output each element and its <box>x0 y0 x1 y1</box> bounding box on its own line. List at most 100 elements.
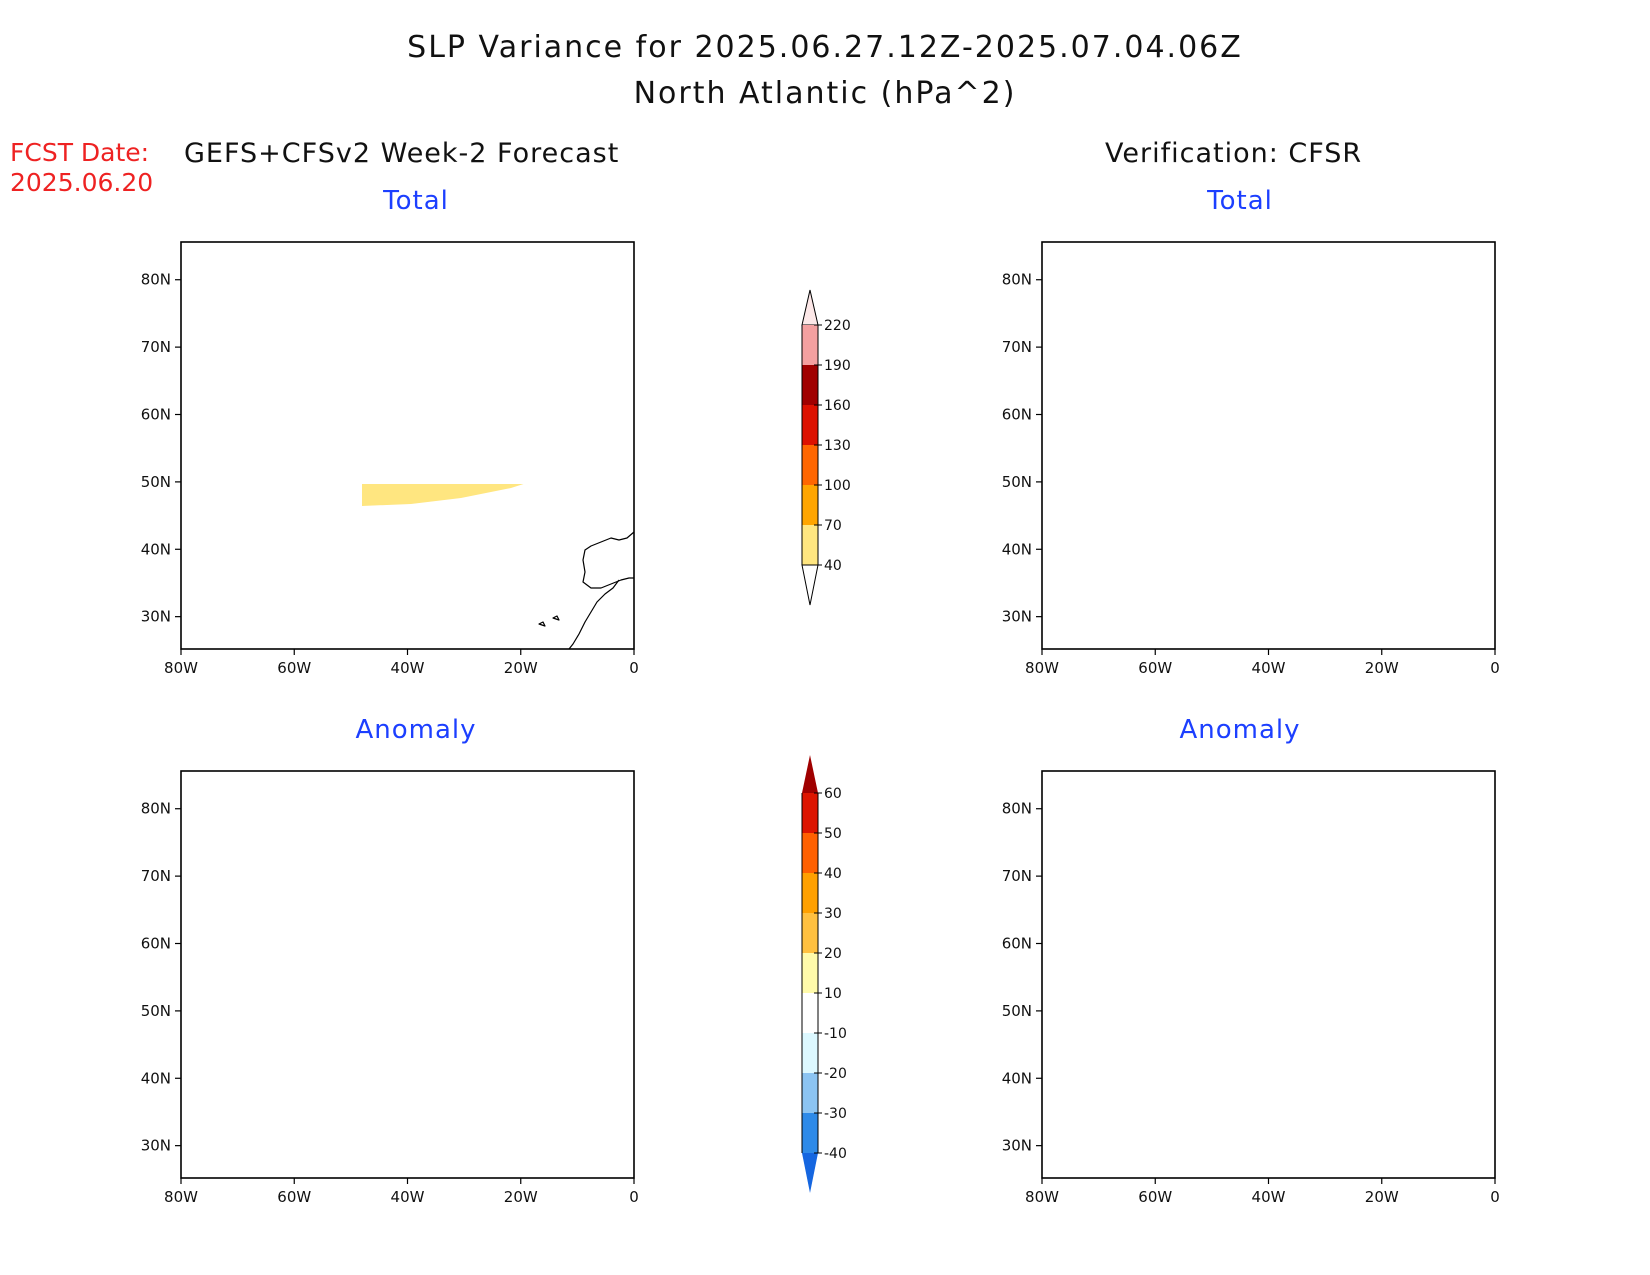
lon-tick-label: 60W <box>1138 1188 1172 1206</box>
verification-total-panel-title: Total <box>1207 186 1273 216</box>
colorbar-total-label: 70 <box>824 518 842 534</box>
lat-tick-label: 70N <box>141 338 171 356</box>
colorbar-total: 40 70 100 130 160 190 220 <box>801 289 851 606</box>
contour-10-20 <box>1072 791 1495 989</box>
lat-tick-label: 40N <box>1002 540 1032 558</box>
contour-40-50 <box>1158 831 1186 873</box>
colorbar-anomaly-label: -10 <box>824 1026 847 1042</box>
colorbar-total-top-extension <box>801 289 819 326</box>
colorbar-total-bottom-extension <box>801 564 819 606</box>
contour-50-60 <box>1142 941 1176 959</box>
forecast-date-value: 2025.06.20 <box>10 168 154 197</box>
colorbar-anomaly-top-extension <box>802 755 818 793</box>
colorbar-anomaly-segment <box>802 833 818 873</box>
colorbar-total-label: 130 <box>824 438 851 454</box>
colorbar-anomaly: 60 50 40 30 20 10 -10 -20 -30 -40 <box>801 755 847 1193</box>
lon-tick-label: 20W <box>1365 1188 1399 1206</box>
contour-100-130 <box>1142 412 1192 432</box>
contour-gt60 <box>1154 947 1168 957</box>
contour-neg10 <box>1292 827 1322 861</box>
lat-tick-label: 50N <box>1002 1002 1032 1020</box>
colorbar-anomaly-segment <box>802 793 818 833</box>
lon-tick-label: 0 <box>629 1188 639 1206</box>
lat-tick-label: 30N <box>141 608 171 626</box>
forecast-date-label: FCST Date: <box>10 138 150 167</box>
contour-neg10 <box>181 919 281 937</box>
contour-neg20 <box>1290 997 1322 1015</box>
lon-tick-label: 0 <box>1490 1188 1500 1206</box>
lon-tick-label: 20W <box>504 1188 538 1206</box>
lon-tick-label: 60W <box>277 1188 311 1206</box>
verification-anomaly-panel-title: Anomaly <box>1179 715 1301 745</box>
lat-tick-label: 50N <box>1002 473 1032 491</box>
colorbar-total-label: 160 <box>824 398 851 414</box>
contour-20-30 <box>1086 805 1495 981</box>
contour-70-100 <box>1092 398 1212 450</box>
forecast-date: FCST Date: 2025.06.20 <box>10 138 153 198</box>
colorbar-anomaly-label: -40 <box>824 1146 847 1162</box>
colorbar-total-segment <box>802 325 818 365</box>
colorbar-total-label: 40 <box>824 558 842 574</box>
lat-tick-label: 60N <box>1002 406 1032 424</box>
lat-tick-label: 60N <box>1002 935 1032 953</box>
lat-tick-label: 50N <box>141 473 171 491</box>
lat-tick-label: 60N <box>141 935 171 953</box>
contour-50-60 <box>1432 827 1495 925</box>
lon-tick-label: 20W <box>1365 659 1399 677</box>
contour-40-50 <box>1402 817 1495 943</box>
colorbar-total-segment <box>802 485 818 525</box>
contour-40-70 <box>362 484 524 506</box>
map-axes: 80W 60W 40W 20W 0 80N 70N 60N 50N 40N 30N 80W 60W 40W… <box>141 271 1500 1206</box>
colorbar-total-label: 190 <box>824 358 851 374</box>
colorbar-total-segment <box>802 405 818 445</box>
lat-tick-label: 80N <box>141 800 171 818</box>
contour-20-30 <box>371 851 634 1033</box>
lon-tick-label: 40W <box>391 1188 425 1206</box>
lon-tick-label: 80W <box>1025 659 1059 677</box>
colorbar-anomaly-segment <box>802 913 818 953</box>
contour-100-130 <box>1454 340 1495 376</box>
forecast-anomaly-map <box>180 770 635 1179</box>
contour-neg10 <box>1042 849 1098 889</box>
colorbar-anomaly-segment <box>802 873 818 913</box>
verification-total-map <box>1041 241 1496 650</box>
colorbar-anomaly-label: 30 <box>824 906 842 922</box>
lat-tick-label: 80N <box>1002 800 1032 818</box>
main-title: SLP Variance for 2025.06.27.12Z-2025.07.… <box>407 30 1243 65</box>
lon-tick-label: 80W <box>164 1188 198 1206</box>
colorbar-anomaly-label: -30 <box>824 1106 847 1122</box>
verification-column-title: Verification: CFSR <box>1105 138 1363 169</box>
lat-tick-label: 30N <box>1002 608 1032 626</box>
lon-tick-label: 0 <box>1490 659 1500 677</box>
contour-10-20 <box>1264 1089 1286 1101</box>
colorbar-total-segment <box>802 445 818 485</box>
contour-30-40 <box>443 931 561 999</box>
lat-tick-label: 40N <box>1002 1069 1032 1087</box>
lat-tick-label: 40N <box>141 1069 171 1087</box>
lon-tick-label: 40W <box>1252 1188 1286 1206</box>
colorbar-total-label: 220 <box>824 318 851 334</box>
lat-tick-label: 70N <box>141 867 171 885</box>
lat-tick-label: 80N <box>141 271 171 289</box>
colorbar-anomaly-label: -20 <box>824 1066 847 1082</box>
colorbar-anomaly-segment <box>802 993 818 1033</box>
colorbar-anomaly-label: 20 <box>824 946 842 962</box>
contour-70-100 <box>391 408 561 472</box>
forecast-total-map <box>180 241 635 650</box>
contour-10-20 <box>281 831 634 1049</box>
colorbar-anomaly-segment <box>802 1113 818 1153</box>
lat-tick-label: 60N <box>141 406 171 424</box>
colorbar-anomaly-label: 40 <box>824 866 842 882</box>
contour-30-40 <box>1382 813 1495 953</box>
contour-neg10 <box>1042 967 1066 989</box>
contour-gt60 <box>1446 843 1495 917</box>
contour-20-30 <box>1116 817 1212 907</box>
lon-tick-label: 40W <box>1252 659 1286 677</box>
colorbar-total-label: 100 <box>824 478 851 494</box>
forecast-column-title: GEFS+CFSv2 Week-2 Forecast <box>184 138 620 169</box>
lat-tick-label: 80N <box>1002 271 1032 289</box>
contour-30-40 <box>1146 823 1198 897</box>
contour-100-130 <box>1408 406 1426 414</box>
lat-tick-label: 70N <box>1002 867 1032 885</box>
colorbar-anomaly-segment <box>802 1073 818 1113</box>
